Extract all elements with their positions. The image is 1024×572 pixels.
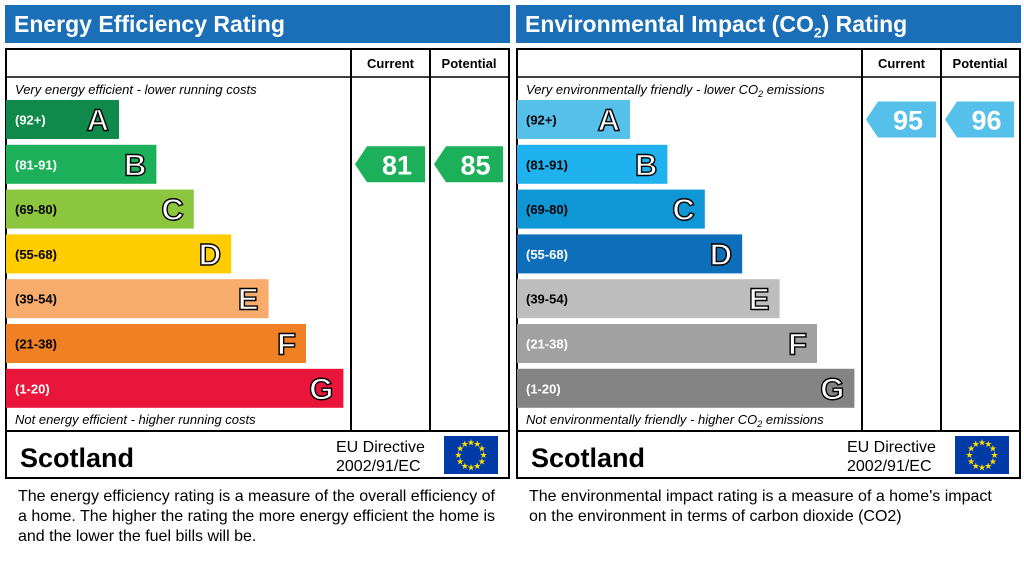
band-range-e: (39-54) <box>526 292 568 307</box>
svg-text:★: ★ <box>467 464 475 474</box>
band-bar-f <box>517 324 817 363</box>
svg-text:★: ★ <box>984 462 992 472</box>
current-rating-value: 95 <box>893 106 923 136</box>
footer-country: Scotland <box>20 443 134 473</box>
potential-rating-value: 85 <box>460 150 490 180</box>
band-bar-c <box>6 189 194 229</box>
potential-arrow <box>434 146 503 183</box>
eu-flag-icon: ★★★★★★★★★★★★ <box>955 436 1009 474</box>
band-range-a: (92+) <box>15 113 46 128</box>
svg-text:★: ★ <box>967 457 975 467</box>
svg-text:★: ★ <box>984 440 992 450</box>
band-bar-e <box>6 279 269 319</box>
band-range-b: (81-91) <box>526 157 568 172</box>
environment-panel-title: Environmental Impact (CO2) Rating <box>516 5 1021 43</box>
environment-panel: Environmental Impact (CO2) Rating Curren… <box>516 0 1021 572</box>
current-arrow <box>355 146 425 183</box>
current-column-header: Current <box>878 56 926 71</box>
band-range-d: (55-68) <box>15 247 57 262</box>
svg-text:★: ★ <box>967 445 975 455</box>
band-range-e: (39-54) <box>15 292 57 307</box>
current-arrow <box>866 101 936 138</box>
svg-text:★: ★ <box>972 440 980 450</box>
svg-text:★: ★ <box>456 457 464 467</box>
footer-country: Scotland <box>531 443 645 473</box>
potential-rating-value: 96 <box>971 106 1001 136</box>
svg-text:★: ★ <box>972 462 980 472</box>
band-letter-e: E <box>749 282 770 317</box>
band-letter-d: D <box>710 237 732 272</box>
band-letter-f: F <box>277 327 296 362</box>
svg-text:★: ★ <box>989 457 997 467</box>
band-letter-a: A <box>87 103 109 138</box>
band-bar-a <box>517 100 630 139</box>
band-range-c: (69-80) <box>526 202 568 217</box>
current-rating-value: 81 <box>382 150 412 180</box>
svg-text:★: ★ <box>978 438 986 448</box>
svg-text:★: ★ <box>478 445 486 455</box>
svg-text:★: ★ <box>473 462 481 472</box>
band-letter-b: B <box>124 147 146 182</box>
band-range-f: (21-38) <box>526 337 568 352</box>
band-range-f: (21-38) <box>15 337 57 352</box>
bottom-note: Not environmentally friendly - higher CO… <box>526 412 824 429</box>
band-range-c: (69-80) <box>15 202 57 217</box>
footer-directive-line1: EU Directive <box>847 439 936 456</box>
band-bar-d <box>517 234 743 274</box>
svg-text:★: ★ <box>965 451 973 461</box>
svg-text:★: ★ <box>467 438 475 448</box>
energy-panel-title: Energy Efficiency Rating <box>5 5 510 43</box>
band-letter-b: B <box>635 147 657 182</box>
footer-directive-line2: 2002/91/EC <box>847 458 932 475</box>
environment-rating-chart: Current Potential Very environmentally fri… <box>516 48 1021 479</box>
band-bar-e <box>517 279 780 319</box>
band-range-g: (1-20) <box>15 381 50 396</box>
band-letter-g: G <box>820 371 844 406</box>
band-letter-c: C <box>161 192 183 227</box>
band-bar-c <box>517 189 705 229</box>
svg-text:★: ★ <box>978 464 986 474</box>
band-letter-d: D <box>199 237 221 272</box>
band-range-a: (92+) <box>526 113 557 128</box>
band-bar-g <box>517 368 855 408</box>
footer-directive-line2: 2002/91/EC <box>336 458 421 475</box>
svg-text:★: ★ <box>989 445 997 455</box>
svg-text:★: ★ <box>454 451 462 461</box>
band-bar-b <box>517 144 668 184</box>
band-range-d: (55-68) <box>526 247 568 262</box>
band-bar-a <box>6 100 119 139</box>
eu-flag-icon: ★★★★★★★★★★★★ <box>444 436 498 474</box>
band-bar-f <box>6 324 306 363</box>
top-note: Very energy efficient - lower running co… <box>15 82 257 97</box>
potential-column-header: Potential <box>953 56 1008 71</box>
footer-directive-line1: EU Directive <box>336 439 425 456</box>
band-bar-g <box>6 368 344 408</box>
potential-arrow <box>945 101 1014 138</box>
svg-text:★: ★ <box>461 440 469 450</box>
top-note: Very environmentally friendly - lower CO… <box>526 82 825 99</box>
band-letter-c: C <box>672 192 694 227</box>
band-bar-b <box>6 144 157 184</box>
energy-panel: Energy Efficiency Rating Current Potentia… <box>5 0 510 572</box>
band-letter-e: E <box>238 282 259 317</box>
energy-rating-chart: Current Potential Very energy efficient - … <box>5 48 510 479</box>
bottom-note: Not energy efficient - higher running co… <box>15 412 256 427</box>
band-range-g: (1-20) <box>526 381 561 396</box>
svg-text:★: ★ <box>478 457 486 467</box>
band-range-b: (81-91) <box>15 157 57 172</box>
band-letter-f: F <box>788 327 807 362</box>
svg-text:★: ★ <box>456 445 464 455</box>
svg-text:★: ★ <box>461 462 469 472</box>
environment-description: The environmental impact rating is a mea… <box>529 488 992 525</box>
current-column-header: Current <box>367 56 415 71</box>
svg-text:★: ★ <box>480 451 488 461</box>
potential-column-header: Potential <box>442 56 497 71</box>
band-bar-d <box>6 234 232 274</box>
band-letter-a: A <box>598 103 620 138</box>
energy-description: The energy efficiency rating is a measur… <box>18 488 496 545</box>
svg-text:★: ★ <box>473 440 481 450</box>
band-letter-g: G <box>309 371 333 406</box>
svg-text:★: ★ <box>991 451 999 461</box>
